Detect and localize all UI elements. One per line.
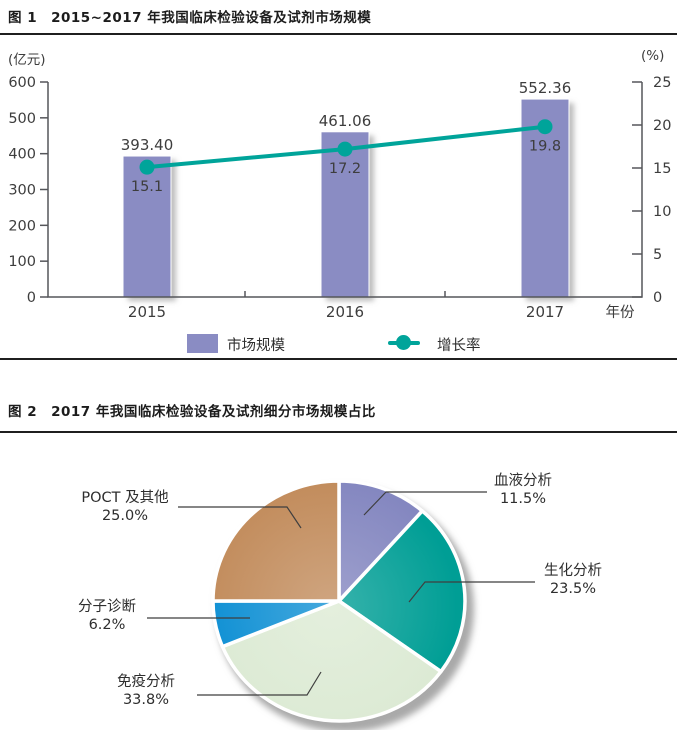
pie-callout-poct-name: POCT 及其他	[81, 490, 169, 506]
left-tick-label: 500	[8, 111, 36, 127]
pie-callout-blood-name: 血液分析	[494, 473, 552, 489]
left-tick-label: 100	[8, 254, 36, 270]
pie-callout-molecular-name: 分子诊断	[78, 599, 136, 615]
bar-value-label-2015: 393.40	[121, 136, 174, 154]
figure2-top-rule	[0, 431, 677, 433]
right-tick-label: 0	[653, 290, 662, 306]
pie-callout-immuno-pct: 33.8%	[122, 692, 170, 708]
x-label-2017: 2017	[526, 303, 564, 321]
right-tick-label: 20	[653, 118, 671, 134]
pie-callout-biochem-pct: 23.5%	[549, 581, 597, 597]
pie-callout-biochem-name: 生化分析	[544, 563, 602, 579]
pie-slice-0	[337, 479, 425, 603]
legend-line-dot-icon	[396, 335, 411, 350]
x-axis-title: 年份	[606, 304, 635, 321]
bar-2015	[122, 155, 172, 298]
pie-chart	[147, 479, 535, 730]
growth-point-2015	[139, 159, 155, 175]
legend-bar-swatch	[187, 334, 218, 353]
figure1-bottom-rule	[0, 358, 677, 360]
x-label-2016: 2016	[326, 303, 364, 321]
pie-callout-molecular: 分子诊断 6.2%	[78, 598, 136, 634]
growth-value-label-2017: 19.8	[529, 139, 561, 155]
figure1-title: 图 1 2015~2017 年我国临床检验设备及试剂市场规模	[8, 10, 372, 26]
pie-leader-line-0	[363, 491, 487, 516]
pie-callout-poct: POCT 及其他 25.0%	[81, 489, 168, 525]
growth-value-label-2015: 15.1	[131, 179, 163, 195]
pie-callout-immuno-name: 免疫分析	[117, 674, 175, 690]
right-tick-label: 5	[653, 247, 662, 263]
legend-bar-label: 市场规模	[227, 338, 285, 354]
bar-line-chart: 393.40461.06552.3615.117.219.80100200300…	[8, 75, 671, 321]
right-tick-label: 10	[653, 204, 671, 220]
pie-callout-blood-pct: 11.5%	[499, 491, 547, 507]
growth-point-2016	[337, 141, 353, 157]
pie-leader-line-4	[178, 506, 302, 529]
growth-point-2017	[537, 119, 553, 135]
pie-callout-molecular-pct: 6.2%	[88, 617, 126, 633]
figure1-top-rule	[0, 33, 677, 35]
left-tick-label: 0	[27, 290, 36, 306]
right-tick-label: 25	[653, 75, 671, 91]
pie-callout-immuno: 免疫分析 33.8%	[117, 673, 175, 709]
pie-callout-blood: 血液分析 11.5%	[494, 472, 552, 508]
bar-value-label-2016: 461.06	[319, 112, 372, 130]
bar-value-label-2017: 552.36	[519, 79, 572, 97]
x-label-2015: 2015	[128, 303, 166, 321]
left-tick-label: 200	[8, 218, 36, 234]
pie-leader-line-2	[197, 671, 322, 696]
pie-slice-2	[220, 599, 443, 723]
bar-2016	[320, 131, 370, 298]
legend-line-label: 增长率	[437, 338, 481, 354]
left-tick-label: 600	[8, 75, 36, 91]
left-tick-label: 400	[8, 147, 36, 163]
pie-leader-line-1	[408, 581, 535, 603]
pie-callout-poct-pct: 25.0%	[101, 508, 149, 524]
pie-callout-biochem: 生化分析 23.5%	[544, 562, 602, 598]
right-tick-label: 15	[653, 161, 671, 177]
figure2-title: 图 2 2017 年我国临床检验设备及试剂细分市场规模占比	[8, 404, 376, 420]
left-axis-unit-label: (亿元)	[8, 52, 46, 68]
growth-value-label-2016: 17.2	[329, 161, 361, 177]
pie-slice-4	[211, 479, 341, 603]
pie-slice-1	[337, 509, 467, 674]
right-axis-unit-label: (%)	[641, 48, 665, 64]
left-tick-label: 300	[8, 183, 36, 199]
